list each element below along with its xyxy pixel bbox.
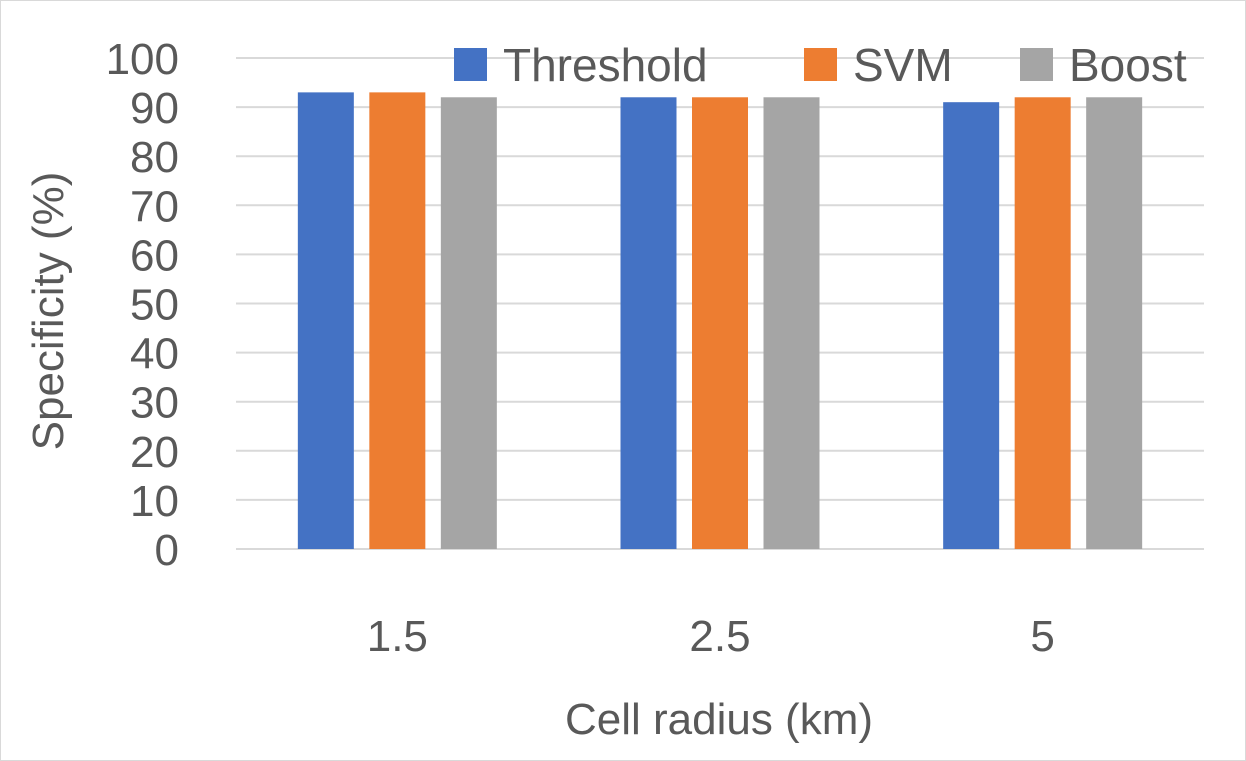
x-tick-label: 1.5 [367,612,428,661]
legend-label-boost: Boost [1069,39,1187,91]
y-tick-label: 50 [130,281,179,330]
y-tick-label: 30 [130,379,179,428]
x-axis-ticks: 1.5 2.5 5 [367,612,1055,661]
x-axis-title: Cell radius (km) [565,695,873,744]
bar-svm-1.5 [369,92,426,550]
x-tick-label: 2.5 [689,612,750,661]
y-tick-label: 0 [155,526,179,575]
legend-label-threshold: Threshold [503,39,708,91]
bar-boost-5 [1086,97,1143,549]
bar-boost-1.5 [440,97,497,549]
y-tick-label: 10 [130,477,179,526]
legend: Threshold SVM Boost [454,39,1187,91]
legend-swatch-threshold [454,48,487,81]
bar-boost-2.5 [763,97,820,549]
x-tick-label: 5 [1030,612,1054,661]
bars [297,92,1143,550]
legend-swatch-svm [804,48,837,81]
y-tick-label: 20 [130,428,179,477]
y-tick-label: 100 [106,35,179,84]
bar-svm-5 [1014,97,1071,549]
bar-svm-2.5 [692,97,748,549]
bar-threshold-2.5 [620,97,677,549]
bar-threshold-1.5 [297,92,354,550]
y-tick-label: 60 [130,231,179,280]
y-tick-label: 80 [130,133,179,182]
y-axis-title: Specificity (%) [24,172,73,451]
bar-threshold-5 [943,102,1000,549]
y-tick-label: 40 [130,330,179,379]
legend-label-svm: SVM [853,39,953,91]
legend-swatch-boost [1020,48,1053,81]
y-tick-label: 90 [130,84,179,133]
y-tick-label: 70 [130,182,179,231]
